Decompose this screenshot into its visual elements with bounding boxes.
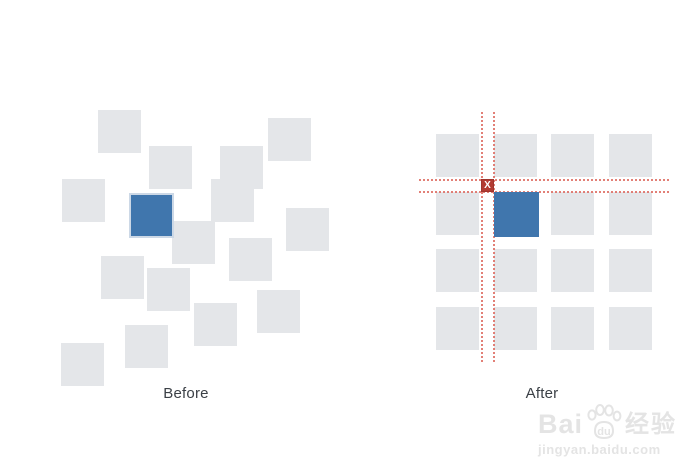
gray-square (494, 134, 537, 177)
gray-square (551, 249, 594, 292)
gray-square (98, 110, 141, 153)
baidu-logo: Bai du 经验 (538, 404, 678, 440)
gray-square (436, 307, 479, 350)
gray-square (172, 221, 215, 264)
baidu-logo-text-bai: Bai (538, 409, 584, 439)
gray-square (609, 134, 652, 177)
gray-square (229, 238, 272, 281)
alignment-guide-vertical (493, 112, 495, 362)
gray-square (551, 134, 594, 177)
gray-square (551, 192, 594, 235)
gray-square (220, 146, 263, 189)
gray-square (125, 325, 168, 368)
gray-square (194, 303, 237, 346)
baidu-logo-text-du-glyph: du (597, 426, 610, 438)
after-label: After (525, 385, 559, 402)
baidu-watermark: Bai du 经验 jingyan.baidu.com (538, 404, 678, 457)
baidu-paw-icon: du (585, 404, 623, 440)
gray-square (268, 118, 311, 161)
gray-square (494, 249, 537, 292)
snap-indicator-badge: X (481, 179, 494, 192)
gray-square (494, 307, 537, 350)
gray-square (609, 249, 652, 292)
gray-square (609, 307, 652, 350)
gray-square (147, 268, 190, 311)
gray-square (436, 192, 479, 235)
gray-square (286, 208, 329, 251)
gray-square (551, 307, 594, 350)
gray-square (149, 146, 192, 189)
alignment-guide-vertical (481, 112, 483, 362)
baidu-jingyan-cn-text: 经验 (625, 410, 678, 438)
blue-square (494, 192, 539, 237)
gray-square (436, 249, 479, 292)
gray-square (61, 343, 104, 386)
gray-square (62, 179, 105, 222)
before-label: Before (163, 385, 209, 402)
alignment-guide-horizontal (419, 179, 670, 181)
baidu-watermark-url: jingyan.baidu.com (538, 442, 661, 457)
alignment-guide-horizontal (419, 191, 670, 193)
blue-square (129, 193, 174, 238)
gray-square (436, 134, 479, 177)
gray-square (101, 256, 144, 299)
gray-square (257, 290, 300, 333)
gray-square (609, 192, 652, 235)
